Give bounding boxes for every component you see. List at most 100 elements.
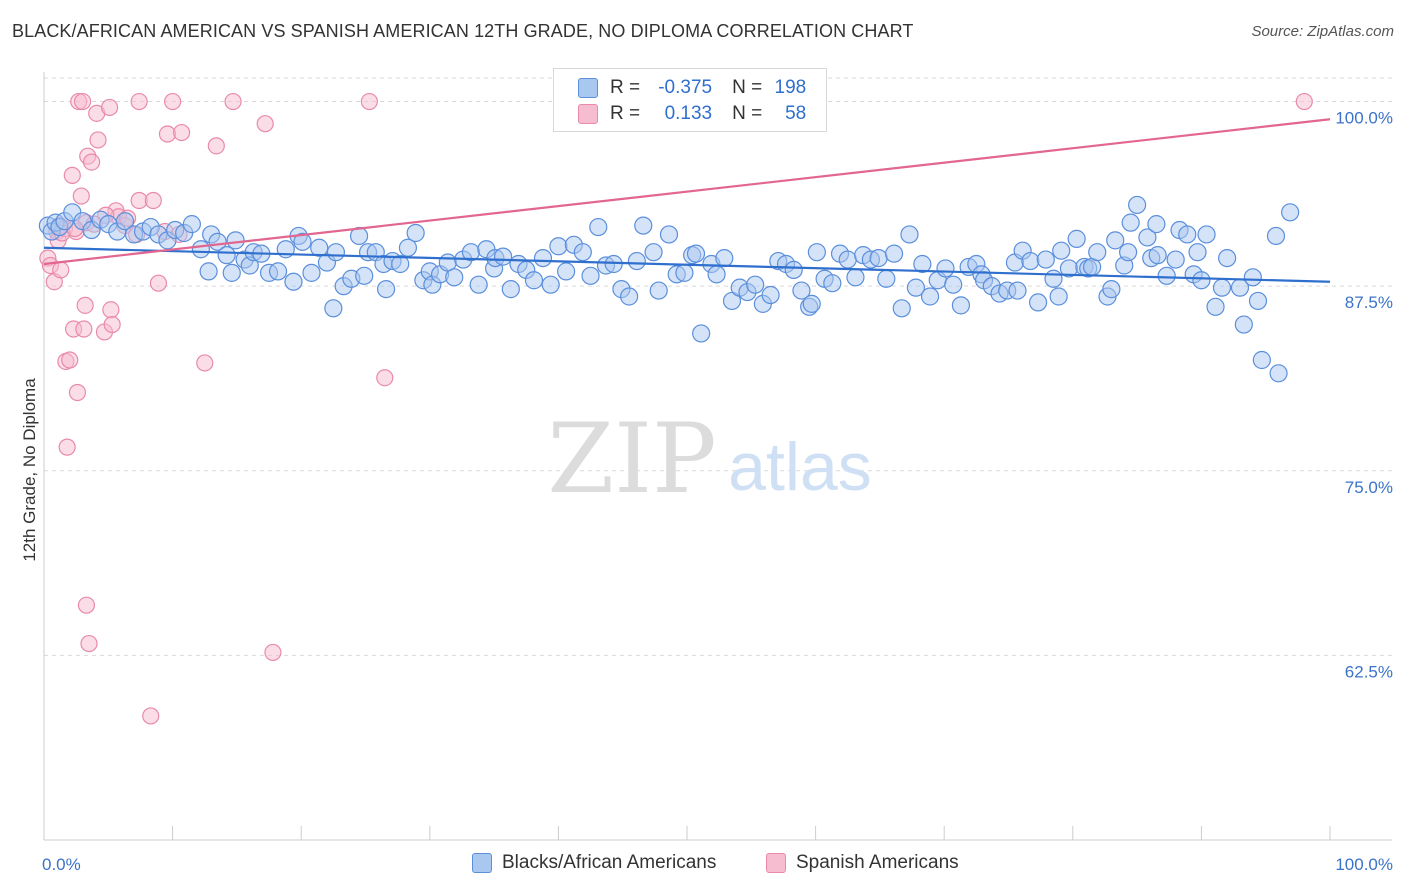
data-point-spanish (102, 301, 120, 319)
data-point-spanish (82, 153, 101, 171)
data-point-blacks (884, 244, 904, 263)
legend-row-spanish: R = 0.133 N = 58 (578, 102, 806, 126)
data-point-blacks (573, 243, 592, 262)
data-point-blacks (761, 285, 780, 305)
data-point-blacks (1049, 287, 1068, 306)
trend-line-spanish (43, 118, 1331, 266)
data-point-spanish (158, 125, 177, 143)
data-point-blacks (208, 232, 227, 251)
watermark-zip: ZIP (547, 403, 716, 515)
data-point-spanish (164, 92, 182, 111)
data-point-blacks (533, 248, 553, 268)
data-point-blacks (494, 247, 513, 266)
bottom-legend-blacks: Blacks/African Americans (472, 852, 716, 874)
data-point-spanish (76, 296, 94, 314)
data-point-blacks (692, 324, 711, 343)
data-point-blacks (222, 263, 241, 282)
data-point-spanish (73, 92, 92, 111)
data-point-spanish (256, 115, 274, 133)
legend-n-value: 58 (785, 103, 807, 124)
data-point-spanish (144, 191, 162, 210)
data-point-blacks (1127, 195, 1147, 215)
data-point-blacks (838, 250, 857, 269)
bottom-legend-swatch-pink (766, 853, 786, 873)
data-point-spanish (130, 92, 148, 111)
data-point-blacks (1178, 225, 1197, 244)
data-point-blacks (802, 294, 821, 313)
data-point-blacks (936, 259, 955, 278)
data-point-spanish (63, 166, 81, 184)
data-point-spanish (100, 98, 119, 117)
data-point-blacks (284, 272, 303, 291)
data-point-blacks (649, 281, 668, 300)
data-point-blacks (376, 280, 396, 299)
source-credit: Source: ZipAtlas.com (1251, 23, 1394, 40)
y-tick-label: 87.5% (1345, 293, 1393, 312)
data-point-blacks (268, 262, 288, 281)
data-point-spanish (77, 596, 96, 614)
data-point-blacks (906, 278, 926, 297)
data-point-blacks (226, 231, 245, 250)
data-point-blacks (581, 266, 600, 285)
data-point-blacks (1243, 268, 1262, 287)
data-point-blacks (792, 281, 811, 300)
data-point-blacks (1138, 228, 1157, 247)
data-point-blacks (869, 248, 888, 268)
data-point-blacks (1036, 250, 1055, 269)
data-point-blacks (620, 287, 639, 306)
data-point-blacks (1188, 243, 1207, 262)
data-point-blacks (1212, 278, 1232, 297)
data-point-blacks (217, 246, 236, 265)
data-point-blacks (541, 275, 560, 294)
data-point-blacks (1281, 203, 1300, 222)
bottom-legend-label-spanish: Spanish Americans (796, 852, 959, 873)
data-point-blacks (1234, 315, 1253, 334)
data-point-blacks (846, 268, 865, 287)
watermark: ZIP atlas (547, 403, 871, 515)
data-point-blacks (391, 254, 410, 274)
data-point-blacks (1121, 213, 1140, 232)
data-point-blacks (524, 271, 544, 290)
legend-n-value: 198 (774, 77, 807, 98)
data-point-blacks (686, 244, 706, 263)
data-point-spanish (360, 92, 378, 111)
data-point-blacks (1248, 291, 1268, 311)
x-tick-label: 100.0% (1335, 855, 1393, 874)
data-point-blacks (913, 254, 932, 274)
data-point-spanish (224, 92, 242, 111)
data-point-blacks (1157, 266, 1176, 285)
data-point-blacks (302, 263, 321, 282)
data-point-blacks (634, 216, 653, 235)
data-point-blacks (199, 262, 218, 281)
data-point-blacks (823, 274, 842, 293)
data-point-blacks (746, 275, 765, 294)
data-point-blacks (920, 287, 940, 306)
grid-lines (44, 77, 1392, 656)
data-point-spanish (376, 369, 394, 387)
data-point-blacks (326, 243, 346, 262)
legend-n-label: N = (732, 77, 763, 98)
y-tick-label: 100.0% (1335, 109, 1393, 128)
legend-r-label: R = (610, 103, 641, 124)
data-point-blacks (1028, 293, 1048, 312)
data-point-blacks (627, 251, 646, 271)
data-point-blacks (182, 215, 201, 234)
data-point-blacks (1008, 281, 1027, 300)
data-point-blacks (707, 265, 726, 284)
data-point-blacks (1021, 251, 1040, 271)
legend-swatch-blue (578, 78, 598, 98)
bottom-legend-spanish: Spanish Americans (766, 852, 959, 874)
data-point-blacks (445, 268, 464, 287)
data-point-blacks (501, 280, 520, 299)
data-point-blacks (1044, 269, 1063, 288)
series-blacks-african-americans (38, 195, 1300, 383)
data-point-blacks (1118, 243, 1138, 262)
data-point-blacks (557, 262, 576, 281)
data-point-blacks (892, 299, 911, 318)
data-point-spanish (89, 131, 107, 149)
y-tick-label: 75.0% (1345, 478, 1393, 497)
legend-r-label: R = (610, 77, 641, 98)
data-point-blacks (1106, 231, 1125, 250)
x-tick-label: 0.0% (42, 855, 81, 874)
tick-labels: 62.5% 75.0% 87.5% 100.0% 0.0% 100.0% (42, 109, 1393, 874)
